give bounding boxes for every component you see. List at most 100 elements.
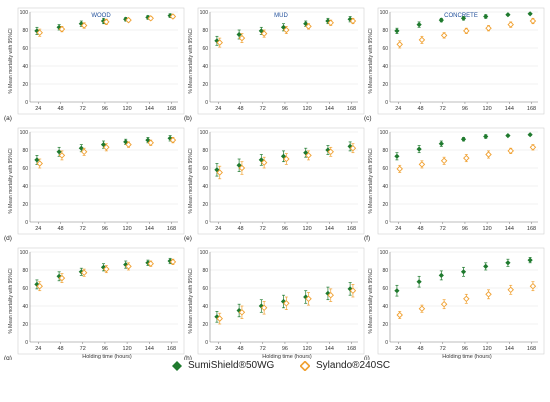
x-tick-label: 48: [237, 106, 243, 112]
panel-letter: (i): [364, 355, 370, 360]
x-axis-label: Holding time (hours): [82, 354, 132, 360]
x-tick-label: 96: [102, 106, 108, 112]
data-point-sylando: [418, 305, 426, 312]
x-tick-label: 144: [145, 106, 154, 112]
data-point-sylando: [418, 161, 426, 168]
data-point-sylando: [463, 27, 470, 35]
y-tick-label: 60: [22, 166, 28, 172]
data-point-sumishield: [483, 13, 489, 20]
x-axis-label: Holding time (hours): [442, 354, 492, 360]
y-tick-label: 60: [22, 286, 28, 292]
x-tick-label: 48: [57, 226, 63, 232]
y-tick-label: 60: [202, 286, 208, 292]
x-tick-label: 120: [123, 106, 132, 112]
panel-letter: (c): [364, 115, 372, 122]
y-tick-label: 20: [382, 82, 388, 88]
panel-frame: [197, 127, 365, 235]
x-tick-label: 72: [260, 106, 266, 112]
data-point-sylando: [485, 151, 492, 158]
data-point-sumishield: [460, 136, 467, 142]
panel-frame: [17, 7, 185, 115]
x-tick-label: 96: [102, 226, 108, 232]
data-point-sylando: [169, 13, 177, 20]
y-tick-label: 100: [20, 130, 29, 136]
y-tick-label: 0: [385, 220, 388, 226]
legend-label-sumishield: SumiShield®50WG: [188, 360, 275, 371]
x-tick-label: 120: [303, 226, 312, 232]
data-point-sylando: [485, 24, 492, 32]
data-point-sumishield: [56, 24, 62, 30]
data-point-sylando: [36, 29, 43, 36]
data-point-sumishield: [145, 260, 151, 266]
data-point-sylando: [396, 311, 403, 319]
x-tick-label: 144: [325, 346, 334, 352]
y-tick-label: 80: [382, 28, 388, 34]
x-tick-label: 96: [282, 226, 288, 232]
data-point-sumishield: [394, 153, 400, 159]
y-tick-label: 60: [22, 46, 28, 52]
y-tick-label: 60: [202, 46, 208, 52]
y-tick-label: 100: [380, 250, 389, 256]
data-point-sylando: [305, 152, 312, 159]
data-point-sumishield: [280, 24, 287, 30]
column-title: WOOD: [91, 13, 111, 19]
data-point-sumishield: [56, 149, 62, 155]
x-tick-label: 120: [483, 346, 492, 352]
y-tick-label: 100: [20, 10, 29, 16]
data-point-sylando: [260, 304, 268, 312]
x-tick-label: 72: [260, 346, 266, 352]
data-point-sumishield: [214, 314, 220, 320]
data-point-sylando: [103, 144, 110, 151]
data-point-sumishield: [416, 146, 422, 152]
data-point-sumishield: [394, 28, 400, 34]
data-point-sylando: [396, 41, 403, 48]
data-point-sylando: [36, 160, 43, 167]
x-tick-label: 168: [527, 226, 536, 232]
data-point-sumishield: [325, 18, 331, 24]
y-tick-label: 100: [20, 250, 29, 256]
data-point-sylando: [463, 295, 470, 303]
y-tick-label: 40: [22, 304, 28, 310]
x-tick-label: 168: [527, 346, 536, 352]
x-tick-label: 24: [215, 346, 221, 352]
x-tick-label: 24: [395, 106, 401, 112]
x-tick-label: 96: [462, 106, 468, 112]
data-point-sylando: [283, 300, 290, 307]
data-point-sumishield: [325, 290, 331, 296]
y-tick-label: 40: [202, 64, 208, 70]
data-point-sumishield: [34, 281, 40, 287]
y-axis-label: % Mean mortality with 95%CI: [8, 268, 14, 333]
x-tick-label: 96: [462, 226, 468, 232]
x-tick-label: 120: [483, 106, 492, 112]
y-tick-label: 80: [382, 268, 388, 274]
data-point-sumishield: [505, 260, 511, 266]
x-tick-label: 168: [527, 106, 536, 112]
panel-frame: [197, 7, 365, 115]
x-tick-label: 48: [417, 226, 423, 232]
panel-letter: (f): [364, 235, 370, 242]
x-tick-label: 48: [417, 106, 423, 112]
legend-label-sylando: Sylando®240SC: [316, 360, 391, 371]
y-tick-label: 40: [22, 64, 28, 70]
data-point-sylando: [507, 286, 514, 294]
x-tick-label: 96: [102, 346, 108, 352]
legend-item-sylando: Sylando®240SC: [300, 360, 390, 371]
column-title: MUD: [274, 13, 288, 19]
x-tick-label: 120: [123, 226, 132, 232]
y-tick-label: 80: [382, 148, 388, 154]
data-point-sumishield: [303, 150, 309, 156]
data-point-sylando: [147, 15, 154, 22]
y-axis-label: % Mean mortality with 95%CI: [368, 148, 374, 213]
data-point-sumishield: [438, 272, 444, 278]
green-diamond-icon: [172, 360, 182, 371]
y-tick-label: 0: [205, 340, 208, 346]
y-tick-label: 0: [25, 340, 28, 346]
data-point-sylando: [125, 16, 132, 24]
panel-frame: [17, 247, 185, 355]
data-point-sylando: [349, 17, 357, 25]
y-tick-label: 40: [202, 304, 208, 310]
y-axis-label: % Mean mortality with 95%CI: [368, 28, 374, 93]
data-point-sumishield: [527, 11, 533, 17]
data-point-sumishield: [505, 133, 511, 139]
data-point-sylando: [260, 159, 268, 166]
